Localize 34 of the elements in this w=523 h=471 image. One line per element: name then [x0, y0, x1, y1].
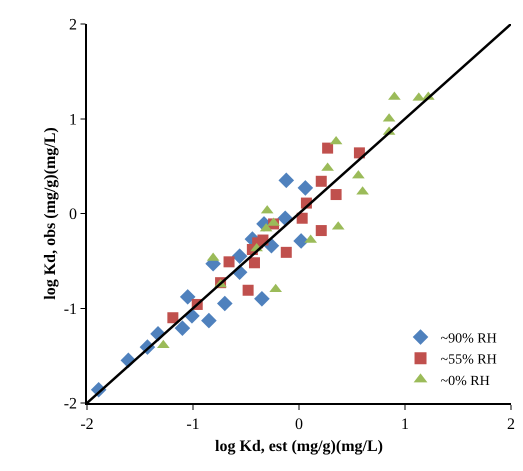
point [167, 312, 178, 324]
y-tick-label: -1 [64, 300, 78, 318]
point [217, 296, 233, 312]
x-axis-title: log Kd, est (mg/g)(mg/L) [215, 438, 383, 456]
point [330, 189, 342, 200]
point [174, 320, 190, 336]
point [180, 289, 196, 305]
legend-label: ~0% RH [440, 374, 490, 389]
point [254, 290, 270, 307]
legend-label: ~90% RH [440, 331, 497, 346]
x-tick-label: 2 [507, 416, 515, 433]
point [322, 142, 334, 154]
legend-label: ~55% RH [440, 352, 497, 368]
point [296, 212, 308, 224]
x-tick-label: 1 [401, 416, 409, 433]
x-tick-label: 0 [295, 416, 303, 433]
point [278, 172, 294, 188]
y-tick-label: 0 [69, 206, 78, 224]
point [248, 257, 260, 268]
point [316, 176, 327, 187]
y-tick-label: -2 [64, 396, 78, 413]
point [280, 246, 292, 258]
point [224, 256, 235, 268]
x-tick-label: -1 [186, 416, 200, 433]
point [298, 180, 314, 196]
point [242, 284, 254, 296]
point [293, 233, 309, 249]
y-axis-title: log Kd, obs (mg/g)(mg/L) [42, 127, 60, 300]
y-tick-label: 2 [69, 16, 78, 34]
point [232, 248, 248, 264]
point [201, 312, 217, 328]
y-tick-label: 1 [69, 111, 78, 128]
x-tick-label: -2 [80, 416, 94, 433]
point [316, 225, 327, 236]
